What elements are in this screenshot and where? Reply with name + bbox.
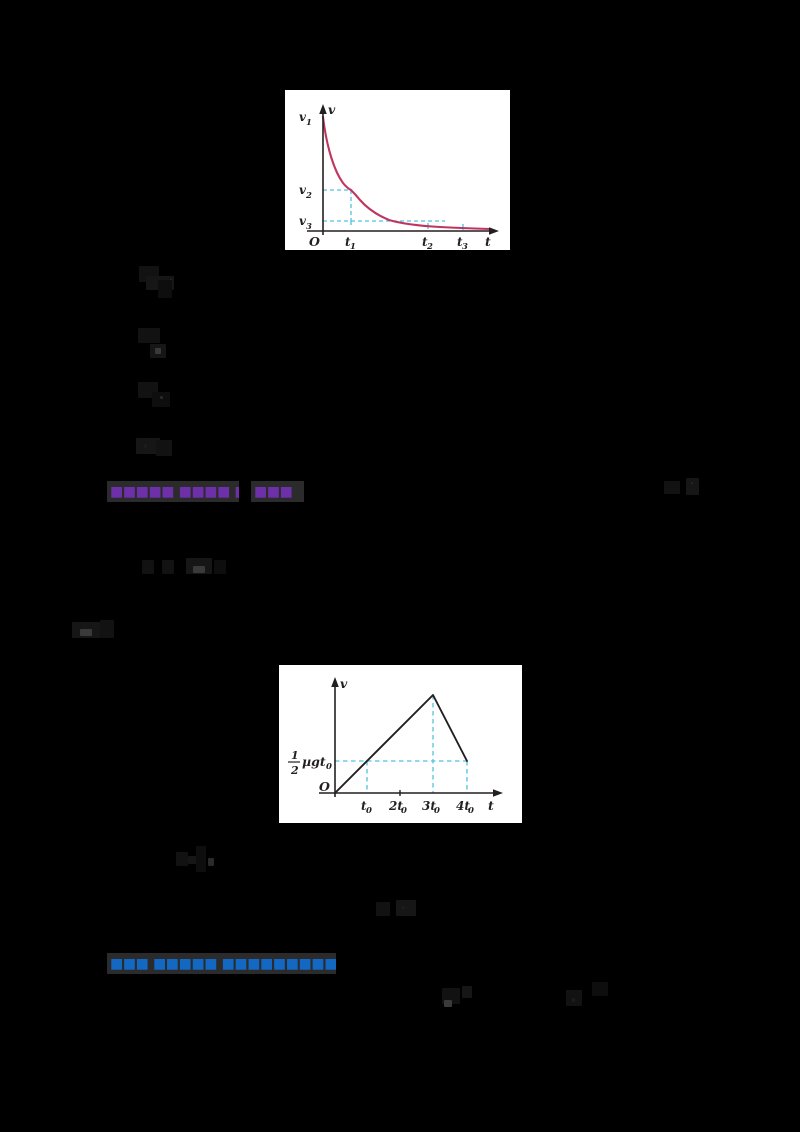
figure-2-ylabel-numerator: 1 <box>291 749 299 762</box>
figure-1-x-arrow <box>489 227 499 235</box>
figure-1-guides <box>323 189 445 226</box>
figure-1-xlabel-t3-sub: 3 <box>462 242 468 250</box>
figure-2-xlabel-3t0-sub: 0 <box>434 806 440 816</box>
figure-2-axes <box>319 685 495 797</box>
highlight-purple-secondary[interactable]: ■■■ <box>251 481 304 502</box>
highlight-purple-primary-text: ■■■■■ ■■■■ ■■■■■ <box>110 483 239 500</box>
figure-2-xlabel-t0: t <box>361 799 367 813</box>
figure-1-axis-name-t: t <box>485 234 491 249</box>
obscured-mark-2a <box>155 348 161 354</box>
figure-1-xlabel-t2-sub: 2 <box>426 242 433 250</box>
obscured-text-block-3b <box>152 392 170 407</box>
figure-2-xlabel-t0-sub: 0 <box>366 806 372 816</box>
figure-1-origin: O <box>309 234 320 249</box>
figure-2-xlabel-2t0-sub: 0 <box>401 806 407 816</box>
obscured-text-block-5 <box>664 481 680 494</box>
figure-1-axes <box>307 112 491 235</box>
figure-2-xlabel-4t0-sub: 0 <box>468 806 474 816</box>
obscured-mark-9a <box>402 906 405 909</box>
figure-1-xlabel-t1: t <box>345 235 351 249</box>
figure-2-ylabel-half-mu-g-t0: 1 2 µgt 0 <box>288 749 332 777</box>
obscured-text-block-2 <box>138 328 160 343</box>
highlight-blue-primary[interactable]: ■■■ ■■■■■ ■■■■■■■■■ —■ <box>107 953 336 974</box>
obscured-text-block-9b <box>396 900 416 916</box>
figure-1-ylabel-v1-sub: 1 <box>306 118 312 128</box>
obscured-mark-4a <box>144 444 147 448</box>
obscured-mark-7a <box>80 629 92 636</box>
figure-2-ylabel-denominator: 2 <box>290 764 299 777</box>
figure-2-curve <box>334 694 468 794</box>
figure-1-axis-name-v: v <box>328 102 336 117</box>
figure-1-xlabel-t2: t <box>422 235 428 249</box>
figure-2-xlabel-3t0: 3t <box>422 799 436 813</box>
figure-2-xlabel-2t0: 2t <box>388 799 403 813</box>
obscured-mark-3a <box>160 396 163 399</box>
figure-2-guides <box>335 695 468 793</box>
figure-2-panel: v 1 2 µgt 0 O t 0 2t 0 3t 0 4t 0 t <box>279 665 522 823</box>
figure-2-axis-name-v: v <box>340 676 348 691</box>
figure-1-curve <box>321 115 492 231</box>
obscured-text-block-8c <box>196 846 206 872</box>
figure-1-xlabel-t3: t <box>457 235 463 249</box>
highlight-blue-primary-text: ■■■ ■■■■■ ■■■■■■■■■ —■ <box>110 955 336 972</box>
figure-2-ylabel-expression: µgt <box>302 754 326 769</box>
figure-2-x-arrow <box>493 789 503 797</box>
obscured-mark-8a <box>208 858 214 866</box>
obscured-mark-10a <box>444 1000 452 1007</box>
figure-2-axis-name-t: t <box>488 798 494 813</box>
figure-2-origin: O <box>319 779 330 794</box>
figure-1-xlabel-t1-sub: 1 <box>350 242 356 250</box>
obscured-mark-5a <box>691 482 693 484</box>
figure-2-xlabel-4t0: 4t <box>456 799 470 813</box>
figure-1-chart: v 1 v 2 v 3 v O t 1 t 2 t 3 t <box>299 102 499 250</box>
obscured-text-block-6d <box>214 560 226 574</box>
obscured-text-block-10b <box>462 986 472 998</box>
obscured-text-block-6 <box>142 560 154 574</box>
figure-1-ylabel-v2-sub: 2 <box>305 191 312 201</box>
obscured-text-block-4b <box>156 440 172 456</box>
figure-2-chart: v 1 2 µgt 0 O t 0 2t 0 3t 0 4t 0 t <box>288 676 503 816</box>
figure-1-ylabel-v3: v <box>299 214 307 228</box>
figure-2-ylabel-expression-sub: 0 <box>326 762 332 772</box>
figure-1-y-arrow <box>319 104 327 114</box>
obscured-mark-11a <box>572 998 575 1002</box>
figure-1-ylabel-v3-sub: 3 <box>306 222 312 232</box>
figure-1-panel: v 1 v 2 v 3 v O t 1 t 2 t 3 t <box>285 90 510 250</box>
obscured-text-block-7b <box>100 620 114 638</box>
highlight-purple-secondary-text: ■■■ <box>254 483 293 500</box>
figure-1-ylabel-v1: v <box>299 110 307 124</box>
obscured-text-block-11b <box>592 982 608 996</box>
obscured-mark-6a <box>193 566 205 573</box>
obscured-text-block-9 <box>376 902 390 916</box>
figure-2-y-arrow <box>331 677 339 687</box>
obscured-text-block-6b <box>162 560 174 574</box>
highlight-purple-primary[interactable]: ■■■■■ ■■■■ ■■■■■ <box>107 481 239 502</box>
obscured-text-block-4 <box>136 438 160 454</box>
obscured-text-block-5b <box>686 478 699 495</box>
figure-1-ylabel-v2: v <box>299 183 307 197</box>
obscured-text-block-1c <box>158 280 172 298</box>
obscured-text-block-8 <box>176 852 188 866</box>
